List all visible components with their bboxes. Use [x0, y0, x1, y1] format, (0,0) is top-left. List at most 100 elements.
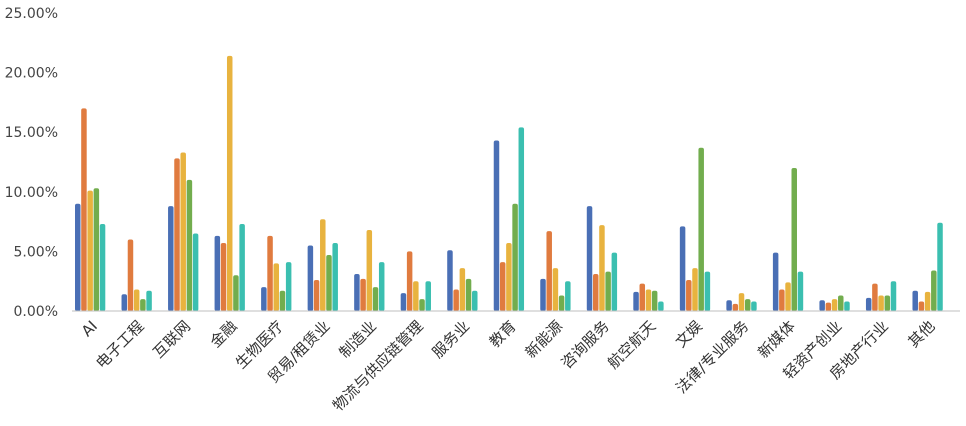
bar-5-series-5 — [285, 262, 292, 311]
bar-19-series-4 — [931, 270, 937, 311]
bar-9-series-1 — [447, 250, 453, 311]
bar-4-series-1 — [214, 235, 221, 311]
bar-12-series-1 — [586, 206, 593, 311]
y-tick-label: 25.00% — [5, 6, 58, 22]
bar-16-series-1 — [772, 252, 779, 311]
bar-10-series-3 — [506, 243, 512, 311]
bar-1-series-4 — [93, 188, 100, 311]
bar-13-series-2 — [639, 283, 646, 311]
y-axis-ticks: 0.00% 5.00% 10.00% 15.00% 20.00% 25.00% — [5, 6, 58, 320]
x-tick-label: 互联网 — [149, 317, 194, 362]
bar-7-series-4 — [372, 287, 379, 311]
bar-18-series-4 — [884, 295, 891, 311]
x-tick-label: 制造业 — [336, 317, 381, 362]
bar-13-series-3 — [645, 289, 652, 311]
bar-15-series-2 — [732, 303, 739, 311]
bar-14-series-3 — [692, 268, 698, 311]
bar-3-series-1 — [168, 206, 174, 311]
y-tick-label: 15.00% — [5, 125, 58, 141]
bar-6-series-1 — [307, 245, 314, 311]
bar-11-series-2 — [546, 231, 552, 311]
bar-11-series-5 — [565, 281, 571, 311]
bar-8-series-2 — [406, 251, 413, 311]
bar-14-series-4 — [698, 147, 704, 311]
bar-4-series-3 — [226, 55, 233, 311]
bar-12-series-2 — [592, 274, 599, 311]
bar-16-series-5 — [797, 271, 804, 311]
bar-7-series-5 — [378, 262, 385, 311]
x-tick-label: 金融 — [207, 317, 241, 351]
x-tick-label: 其他 — [904, 317, 938, 351]
x-tick-label: AI — [78, 317, 101, 340]
bar-4-series-2 — [220, 243, 227, 311]
bar-18-series-5 — [890, 281, 897, 311]
bar-3-series-3 — [180, 152, 186, 311]
bars — [75, 55, 943, 311]
x-tick-label: 电子工程 — [92, 317, 147, 372]
y-tick-label: 20.00% — [5, 66, 58, 82]
bar-18-series-2 — [872, 283, 878, 311]
bar-2-series-4 — [140, 299, 146, 311]
bar-1-series-1 — [75, 203, 81, 311]
bar-14-series-2 — [686, 280, 692, 311]
bar-9-series-4 — [465, 278, 472, 311]
bar-9-series-2 — [453, 289, 459, 311]
bar-4-series-5 — [239, 223, 245, 311]
bar-11-series-4 — [558, 295, 565, 311]
bar-4-series-4 — [233, 275, 239, 311]
bar-17-series-1 — [819, 300, 825, 311]
x-tick-label: 新媒体 — [754, 317, 799, 362]
bar-7-series-3 — [366, 229, 373, 311]
bar-10-series-2 — [499, 262, 506, 311]
bar-19-series-5 — [937, 222, 943, 311]
bar-6-series-2 — [313, 280, 320, 311]
bar-16-series-2 — [779, 289, 785, 311]
x-tick-label: 服务业 — [429, 317, 474, 362]
bar-19-series-1 — [912, 290, 918, 311]
bar-8-series-4 — [419, 299, 425, 311]
bar-5-series-2 — [267, 235, 273, 311]
bar-13-series-4 — [651, 290, 658, 311]
bar-18-series-3 — [878, 295, 884, 311]
x-tick-label: 教育 — [486, 317, 520, 351]
y-tick-label: 0.00% — [14, 304, 58, 320]
bar-17-series-5 — [844, 301, 850, 311]
bar-11-series-3 — [552, 268, 559, 311]
bar-3-series-4 — [186, 179, 193, 311]
bar-19-series-2 — [918, 301, 925, 311]
x-tick-label: 航空航天 — [604, 317, 659, 372]
x-tick-label: 文娱 — [672, 317, 706, 351]
bar-16-series-3 — [785, 282, 791, 311]
bar-2-series-3 — [133, 289, 140, 311]
bar-8-series-1 — [400, 293, 407, 311]
bar-8-series-5 — [425, 281, 431, 311]
bar-12-series-3 — [599, 225, 605, 311]
bar-6-series-4 — [326, 254, 332, 311]
bar-10-series-1 — [493, 140, 500, 311]
bar-1-series-5 — [99, 223, 106, 311]
bar-12-series-5 — [611, 252, 618, 311]
bar-6-series-3 — [320, 219, 326, 311]
bar-7-series-1 — [354, 274, 360, 311]
bar-19-series-3 — [924, 291, 931, 311]
bar-17-series-4 — [838, 295, 844, 311]
bar-5-series-4 — [279, 290, 286, 311]
bar-5-series-3 — [273, 263, 280, 311]
bar-2-series-2 — [127, 239, 134, 311]
bar-10-series-5 — [518, 127, 525, 311]
bar-18-series-1 — [865, 297, 872, 311]
bar-10-series-4 — [512, 203, 518, 311]
bar-15-series-4 — [744, 299, 751, 311]
bar-6-series-5 — [332, 243, 338, 311]
bar-15-series-5 — [751, 301, 757, 311]
bar-3-series-2 — [174, 158, 180, 311]
x-tick-label: 新能源 — [522, 317, 567, 362]
bar-14-series-1 — [679, 226, 686, 311]
bar-13-series-5 — [658, 301, 664, 311]
y-tick-label: 5.00% — [14, 244, 58, 260]
bar-13-series-1 — [633, 291, 639, 311]
bar-12-series-4 — [605, 271, 611, 311]
bar-15-series-3 — [738, 293, 745, 311]
